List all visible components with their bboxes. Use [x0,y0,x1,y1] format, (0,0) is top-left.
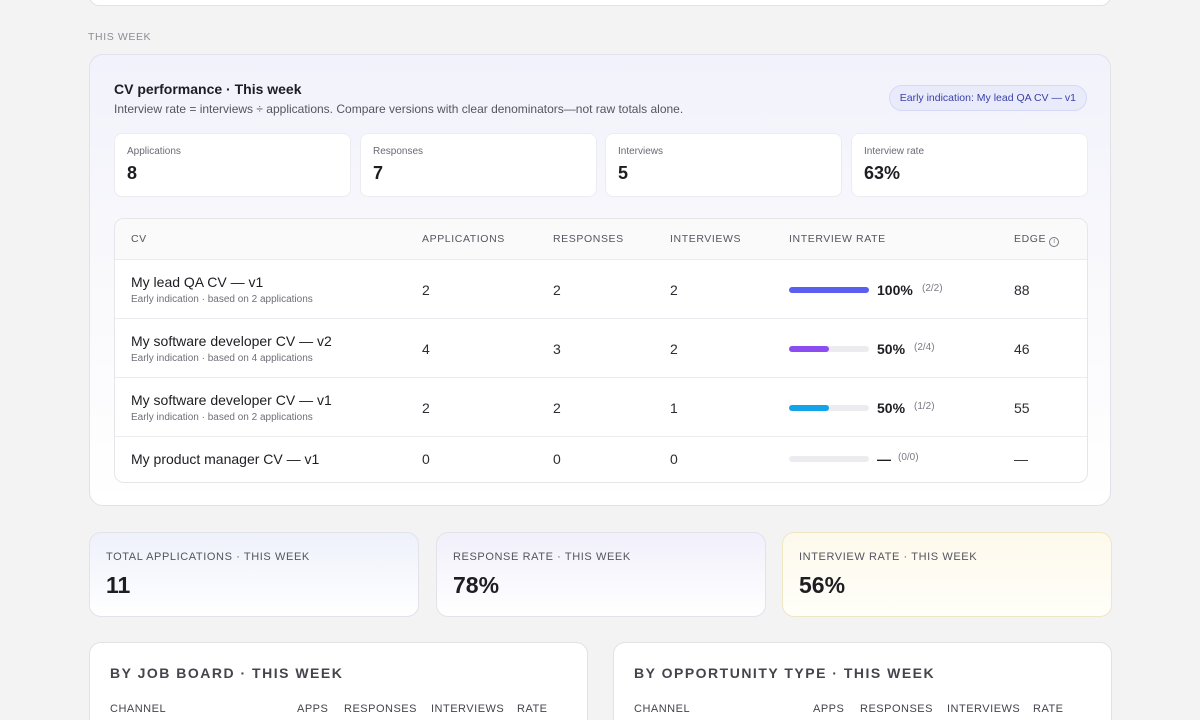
rate-percent: 100% [877,282,913,298]
cv-note: Early indication · based on 2 applicatio… [131,294,313,305]
col-interviews[interactable]: INTERVIEWS [947,703,1021,715]
kpi-total-applications: TOTAL APPLICATIONS · THIS WEEK 11 [89,532,419,617]
cv-table: CV APPLICATIONS RESPONSES INTERVIEWS INT… [114,218,1088,483]
cv-name[interactable]: My software developer CV — v1 [131,392,332,408]
cell-responses: 3 [553,341,561,357]
stat-responses: Responses 7 [360,133,597,197]
cell-edge: 88 [1014,282,1030,298]
col-cv[interactable]: CV [131,233,147,245]
table-row[interactable]: My product manager CV — v1 0 0 0 — (0/0)… [115,437,1087,482]
cell-responses: 2 [553,282,561,298]
section-label: THIS WEEK [88,31,152,43]
cell-applications: 4 [422,341,430,357]
rate-bar [789,287,869,293]
rate-percent: 50% [877,341,906,357]
col-apps[interactable]: APPS [813,703,845,715]
col-responses[interactable]: RESPONSES [860,703,933,715]
rate-percent: 50% [877,400,906,416]
job-board-card: BY JOB BOARD · THIS WEEK CHANNEL APPS RE… [89,642,588,720]
table-row[interactable]: My lead QA CV — v1 Early indication · ba… [115,260,1087,319]
rate-bar-fill [789,405,829,411]
col-rate[interactable]: RATE [1033,703,1064,715]
rate-percent: — [877,451,891,467]
cell-interviews: 2 [670,341,678,357]
kpi-interview-rate: INTERVIEW RATE · THIS WEEK 56% [782,532,1112,617]
col-interviews[interactable]: INTERVIEWS [431,703,505,715]
cell-applications: 2 [422,282,430,298]
opportunity-type-title: BY OPPORTUNITY TYPE · THIS WEEK [634,665,936,681]
cell-responses: 0 [553,451,561,467]
rate-fraction: (0/0) [898,452,919,463]
kpi-label: RESPONSE RATE · THIS WEEK [453,551,631,563]
cell-edge: — [1014,451,1028,467]
cv-note: Early indication · based on 4 applicatio… [131,353,313,364]
col-responses[interactable]: RESPONSES [344,703,417,715]
table-row[interactable]: My software developer CV — v2 Early indi… [115,319,1087,378]
opportunity-type-card: BY OPPORTUNITY TYPE · THIS WEEK CHANNEL … [613,642,1112,720]
kpi-label: INTERVIEW RATE · THIS WEEK [799,551,978,563]
col-channel[interactable]: CHANNEL [634,703,691,715]
cv-name[interactable]: My software developer CV — v2 [131,333,332,349]
cv-performance-subtitle: Interview rate = interviews ÷ applicatio… [114,102,684,116]
stat-label: Responses [373,146,424,157]
stat-label: Interviews [618,146,664,157]
early-indication-badge: Early indication: My lead QA CV — v1 [888,85,1087,111]
stat-value: 8 [127,163,138,183]
col-interview-rate[interactable]: INTERVIEW RATE [789,233,886,245]
cv-performance-title: CV performance · This week [114,81,302,97]
stat-value: 5 [618,163,629,183]
previous-card-edge [89,0,1111,6]
col-apps[interactable]: APPS [297,703,329,715]
stat-value: 63% [864,163,901,183]
info-icon[interactable]: i [1049,237,1060,247]
rate-bar-fill [789,346,829,352]
kpi-value: 78% [453,572,500,598]
cell-interviews: 1 [670,400,678,416]
col-responses[interactable]: RESPONSES [553,233,624,245]
stat-value: 7 [373,163,384,183]
cell-applications: 2 [422,400,430,416]
cell-edge: 46 [1014,341,1030,357]
cell-responses: 2 [553,400,561,416]
rate-bar [789,346,869,352]
stat-applications: Applications 8 [114,133,351,197]
col-rate[interactable]: RATE [517,703,548,715]
stat-interview-rate: Interview rate 63% [851,133,1088,197]
cell-interviews: 2 [670,282,678,298]
cv-name[interactable]: My product manager CV — v1 [131,451,320,467]
cell-edge: 55 [1014,400,1030,416]
rate-fraction: (1/2) [914,401,935,412]
stat-label: Interview rate [864,146,925,157]
col-channel[interactable]: CHANNEL [110,703,167,715]
cv-performance-card: CV performance · This week Interview rat… [89,54,1111,506]
cell-applications: 0 [422,451,430,467]
rate-bar [789,456,869,462]
kpi-value: 56% [799,572,846,598]
col-edge[interactable]: EDGE i [1014,233,1060,247]
kpi-value: 11 [106,572,131,598]
rate-bar [789,405,869,411]
col-edge-label: EDGE [1014,233,1047,245]
job-board-title: BY JOB BOARD · THIS WEEK [110,665,344,681]
rate-fraction: (2/4) [914,342,935,353]
cv-table-header: CV APPLICATIONS RESPONSES INTERVIEWS INT… [115,219,1087,260]
rate-fraction: (2/2) [922,283,943,294]
rate-bar-fill [789,287,869,293]
cv-name[interactable]: My lead QA CV — v1 [131,274,264,290]
kpi-response-rate: RESPONSE RATE · THIS WEEK 78% [436,532,766,617]
stat-label: Applications [127,146,181,157]
table-row[interactable]: My software developer CV — v1 Early indi… [115,378,1087,437]
cv-note: Early indication · based on 2 applicatio… [131,412,313,423]
col-applications[interactable]: APPLICATIONS [422,233,505,245]
cell-interviews: 0 [670,451,678,467]
stat-interviews: Interviews 5 [605,133,842,197]
col-interviews[interactable]: INTERVIEWS [670,233,742,245]
kpi-label: TOTAL APPLICATIONS · THIS WEEK [106,551,310,563]
